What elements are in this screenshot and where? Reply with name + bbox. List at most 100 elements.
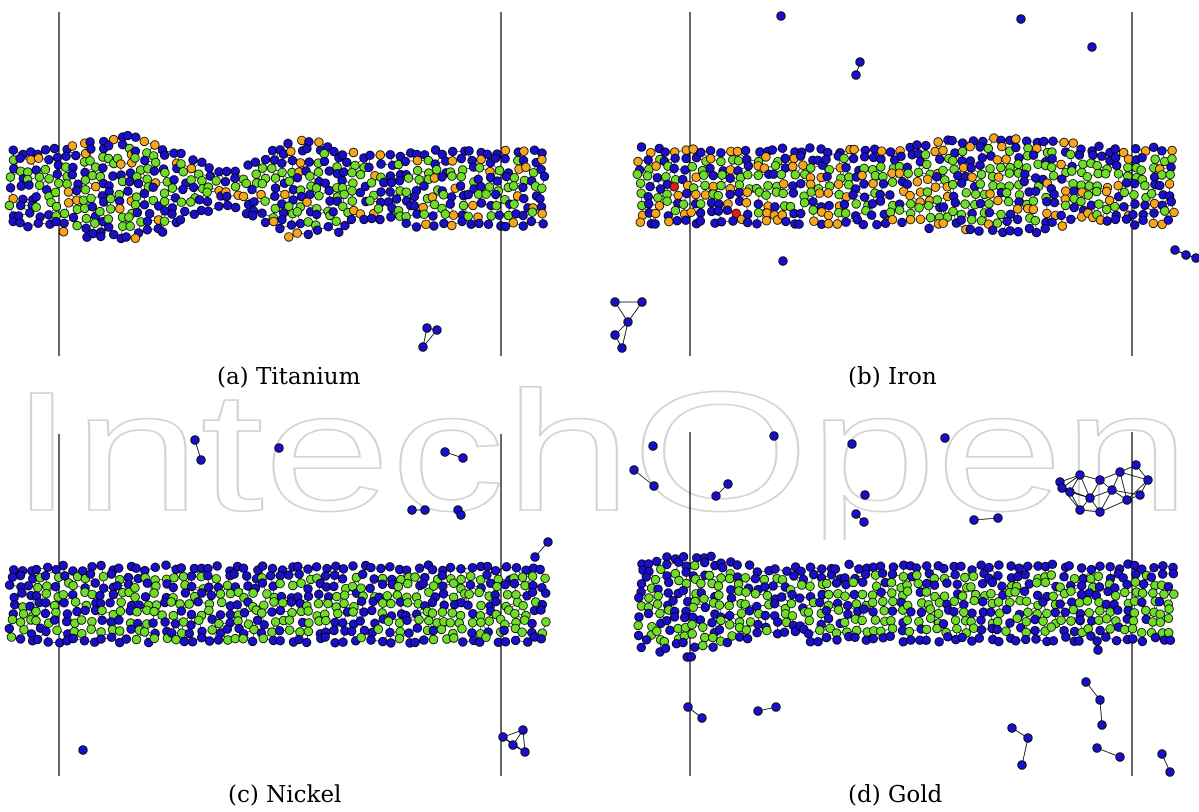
atom xyxy=(1074,597,1085,608)
atom xyxy=(1164,179,1175,189)
atom xyxy=(270,183,281,193)
atom xyxy=(188,155,198,165)
atom xyxy=(476,600,486,611)
atom xyxy=(655,608,665,619)
atom xyxy=(72,606,82,617)
atom xyxy=(939,591,950,601)
atom xyxy=(781,216,791,227)
atom xyxy=(938,145,948,156)
atom xyxy=(664,216,674,227)
atom xyxy=(763,180,773,191)
atom xyxy=(776,592,787,602)
atom xyxy=(139,136,150,147)
atom xyxy=(348,607,358,617)
atom xyxy=(925,212,936,223)
atom xyxy=(832,635,842,645)
atom xyxy=(1113,169,1124,179)
atom xyxy=(859,517,869,527)
atom xyxy=(1105,624,1115,634)
atom xyxy=(1094,615,1104,626)
atom xyxy=(1040,223,1050,234)
detached-cluster xyxy=(851,57,865,80)
atom xyxy=(409,200,420,211)
atom xyxy=(741,197,752,208)
atom xyxy=(7,614,18,625)
atom xyxy=(324,185,334,196)
atom xyxy=(921,140,931,151)
atom xyxy=(77,566,88,576)
atom xyxy=(494,210,505,220)
atom xyxy=(699,557,710,568)
atom xyxy=(324,166,335,176)
atom xyxy=(663,577,674,588)
atom xyxy=(1169,207,1179,218)
atom xyxy=(686,207,696,218)
atom xyxy=(683,702,693,712)
atom xyxy=(938,165,948,176)
atom xyxy=(333,608,343,619)
detached-cluster xyxy=(753,702,781,716)
atom xyxy=(1039,136,1049,147)
atom xyxy=(930,146,940,157)
atom xyxy=(741,587,751,597)
atom xyxy=(358,569,368,580)
atom xyxy=(537,154,547,165)
atom xyxy=(724,600,734,611)
atom xyxy=(681,215,691,225)
atom xyxy=(535,194,545,204)
atom xyxy=(314,137,324,147)
atom xyxy=(904,626,915,637)
atom xyxy=(458,453,468,463)
atom xyxy=(4,200,15,211)
atom xyxy=(178,571,189,582)
atom xyxy=(257,608,267,618)
atom xyxy=(475,637,485,647)
atom xyxy=(868,633,878,644)
atom xyxy=(652,599,663,609)
atom xyxy=(887,623,898,634)
atom xyxy=(103,214,114,224)
atom xyxy=(257,578,268,588)
atom xyxy=(116,597,126,608)
atom xyxy=(456,574,466,585)
atom xyxy=(464,589,474,599)
atom xyxy=(359,214,369,225)
atom xyxy=(705,153,716,164)
atom xyxy=(957,146,968,157)
atom xyxy=(1110,214,1121,225)
atom xyxy=(440,209,451,219)
atom xyxy=(1095,475,1105,485)
atom xyxy=(366,635,376,645)
atom xyxy=(898,571,909,582)
detached-cluster xyxy=(1055,460,1153,517)
atom xyxy=(1131,143,1141,154)
atom xyxy=(437,172,447,182)
atom xyxy=(885,147,896,157)
atom xyxy=(275,223,285,234)
atom xyxy=(295,158,306,168)
atom xyxy=(410,637,420,648)
atom xyxy=(716,615,726,626)
atom xyxy=(1031,634,1041,644)
atom xyxy=(122,130,133,141)
atom xyxy=(277,158,287,169)
atom xyxy=(770,202,780,212)
atom xyxy=(1137,152,1147,163)
atom xyxy=(1023,607,1033,618)
atom xyxy=(330,638,340,648)
atom xyxy=(987,577,998,588)
atom xyxy=(736,608,747,619)
atom xyxy=(95,590,105,601)
atom xyxy=(510,635,521,646)
atom xyxy=(1057,174,1067,184)
atom xyxy=(323,598,333,609)
atom xyxy=(669,182,680,192)
atom xyxy=(848,577,859,588)
atom xyxy=(1101,186,1112,197)
atom xyxy=(1060,607,1071,618)
atom xyxy=(808,197,818,207)
atom xyxy=(456,153,467,164)
atom xyxy=(1042,208,1052,219)
atom xyxy=(1129,178,1140,189)
atom xyxy=(906,607,916,617)
